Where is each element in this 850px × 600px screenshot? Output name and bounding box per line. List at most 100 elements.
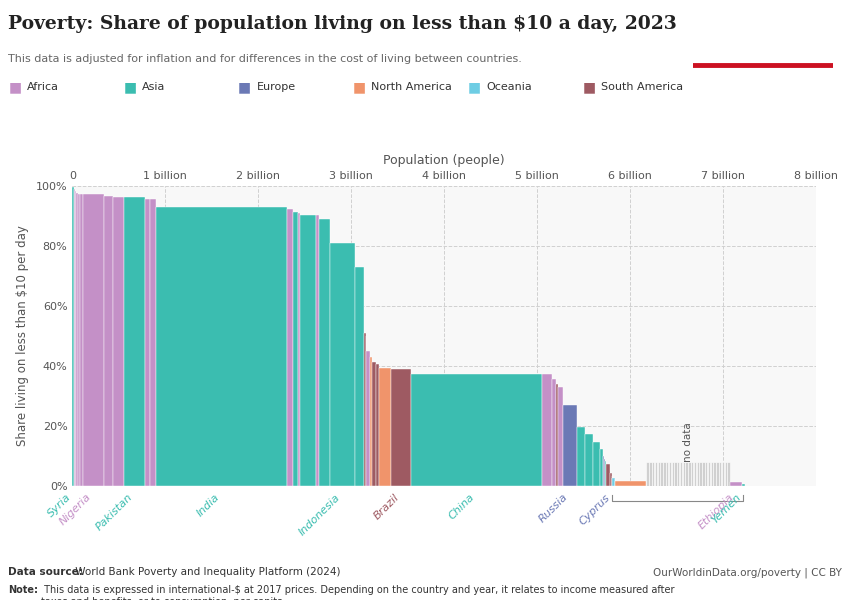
Text: Data source:: Data source: [8, 567, 83, 577]
Bar [78, 193, 80, 486]
Bar [730, 482, 742, 486]
X-axis label: Population (people): Population (people) [383, 154, 505, 167]
Text: World Bank Poverty and Inequality Platform (2024): World Bank Poverty and Inequality Platfo… [72, 567, 341, 577]
Bar [649, 462, 652, 486]
Bar [75, 191, 76, 486]
Bar [355, 267, 365, 486]
Bar [660, 462, 663, 486]
Bar [722, 462, 724, 486]
Bar [366, 351, 370, 486]
Y-axis label: Share living on less than $10 per day: Share living on less than $10 per day [16, 226, 29, 446]
Text: Poverty: Share of population living on less than $10 a day, 2023: Poverty: Share of population living on l… [8, 15, 677, 33]
Bar [680, 462, 683, 486]
Bar [298, 213, 300, 486]
Text: Cyprus: Cyprus [577, 492, 612, 527]
Text: ■: ■ [238, 80, 251, 94]
Bar [697, 462, 699, 486]
Text: Ethiopia: Ethiopia [697, 492, 736, 531]
Bar [577, 427, 585, 486]
Bar [558, 387, 564, 486]
Bar [156, 207, 287, 486]
Bar [80, 193, 83, 486]
Text: no data: no data [683, 422, 694, 462]
Bar [365, 333, 366, 486]
Bar [379, 367, 391, 486]
Text: Africa: Africa [27, 82, 60, 92]
Bar [719, 462, 722, 486]
Text: India: India [196, 492, 222, 518]
Text: ■: ■ [353, 80, 366, 94]
Bar [705, 462, 707, 486]
Text: Note:: Note: [8, 585, 38, 595]
Bar [145, 199, 150, 486]
Text: ■: ■ [468, 80, 480, 94]
Text: ■: ■ [582, 80, 595, 94]
Bar [663, 462, 666, 486]
Bar [391, 369, 411, 486]
Bar [585, 433, 592, 486]
Bar [606, 464, 610, 486]
Bar [691, 462, 694, 486]
Bar [150, 199, 156, 486]
Bar [316, 215, 319, 486]
Text: China: China [447, 492, 477, 521]
Bar [658, 462, 660, 486]
Bar [371, 361, 377, 486]
Bar [702, 462, 705, 486]
Bar [556, 384, 558, 486]
Bar [694, 462, 696, 486]
Bar [713, 462, 716, 486]
Bar [330, 243, 355, 486]
Text: Europe: Europe [257, 82, 296, 92]
Text: ■: ■ [123, 80, 136, 94]
Bar [652, 462, 654, 486]
Bar [104, 196, 113, 486]
Bar [708, 462, 710, 486]
Bar [666, 462, 668, 486]
Bar [292, 212, 298, 486]
Text: South America: South America [601, 82, 683, 92]
Bar [674, 462, 677, 486]
Bar [683, 462, 685, 486]
Bar [615, 481, 646, 486]
Bar [564, 405, 577, 486]
Text: Yemen: Yemen [710, 492, 744, 526]
Bar [287, 209, 292, 486]
Text: This data is adjusted for inflation and for differences in the cost of living be: This data is adjusted for inflation and … [8, 54, 523, 64]
Bar [603, 456, 604, 486]
Bar [542, 374, 552, 486]
Bar [300, 215, 316, 486]
Bar [552, 379, 556, 486]
Bar [605, 461, 606, 486]
Bar [724, 462, 727, 486]
Bar [113, 197, 124, 486]
Text: Oceania: Oceania [486, 82, 532, 92]
Text: OurWorldinData.org/poverty | CC BY: OurWorldinData.org/poverty | CC BY [653, 567, 842, 577]
Text: ■: ■ [8, 80, 21, 94]
Text: Nigeria: Nigeria [58, 492, 94, 527]
Bar [599, 449, 603, 486]
Bar [124, 197, 145, 486]
Bar [688, 462, 690, 486]
Text: Pakistan: Pakistan [94, 492, 134, 532]
Bar [685, 462, 688, 486]
Bar [610, 473, 612, 486]
Text: Asia: Asia [142, 82, 165, 92]
Bar [592, 442, 599, 486]
Bar [700, 462, 702, 486]
Text: This data is expressed in international-$ at 2017 prices. Depending on the count: This data is expressed in international-… [41, 585, 674, 600]
Bar [377, 364, 379, 486]
Text: Our World: Our World [725, 27, 801, 40]
Bar [319, 219, 330, 486]
Bar [83, 194, 104, 486]
Text: Brazil: Brazil [372, 492, 401, 521]
Bar [711, 462, 713, 486]
Text: Syria: Syria [46, 492, 73, 519]
Text: in Data: in Data [736, 48, 790, 61]
Bar [72, 187, 74, 486]
Bar [669, 462, 672, 486]
Bar [76, 193, 78, 486]
Bar [728, 462, 729, 486]
Bar [370, 357, 371, 486]
Bar [742, 484, 745, 486]
